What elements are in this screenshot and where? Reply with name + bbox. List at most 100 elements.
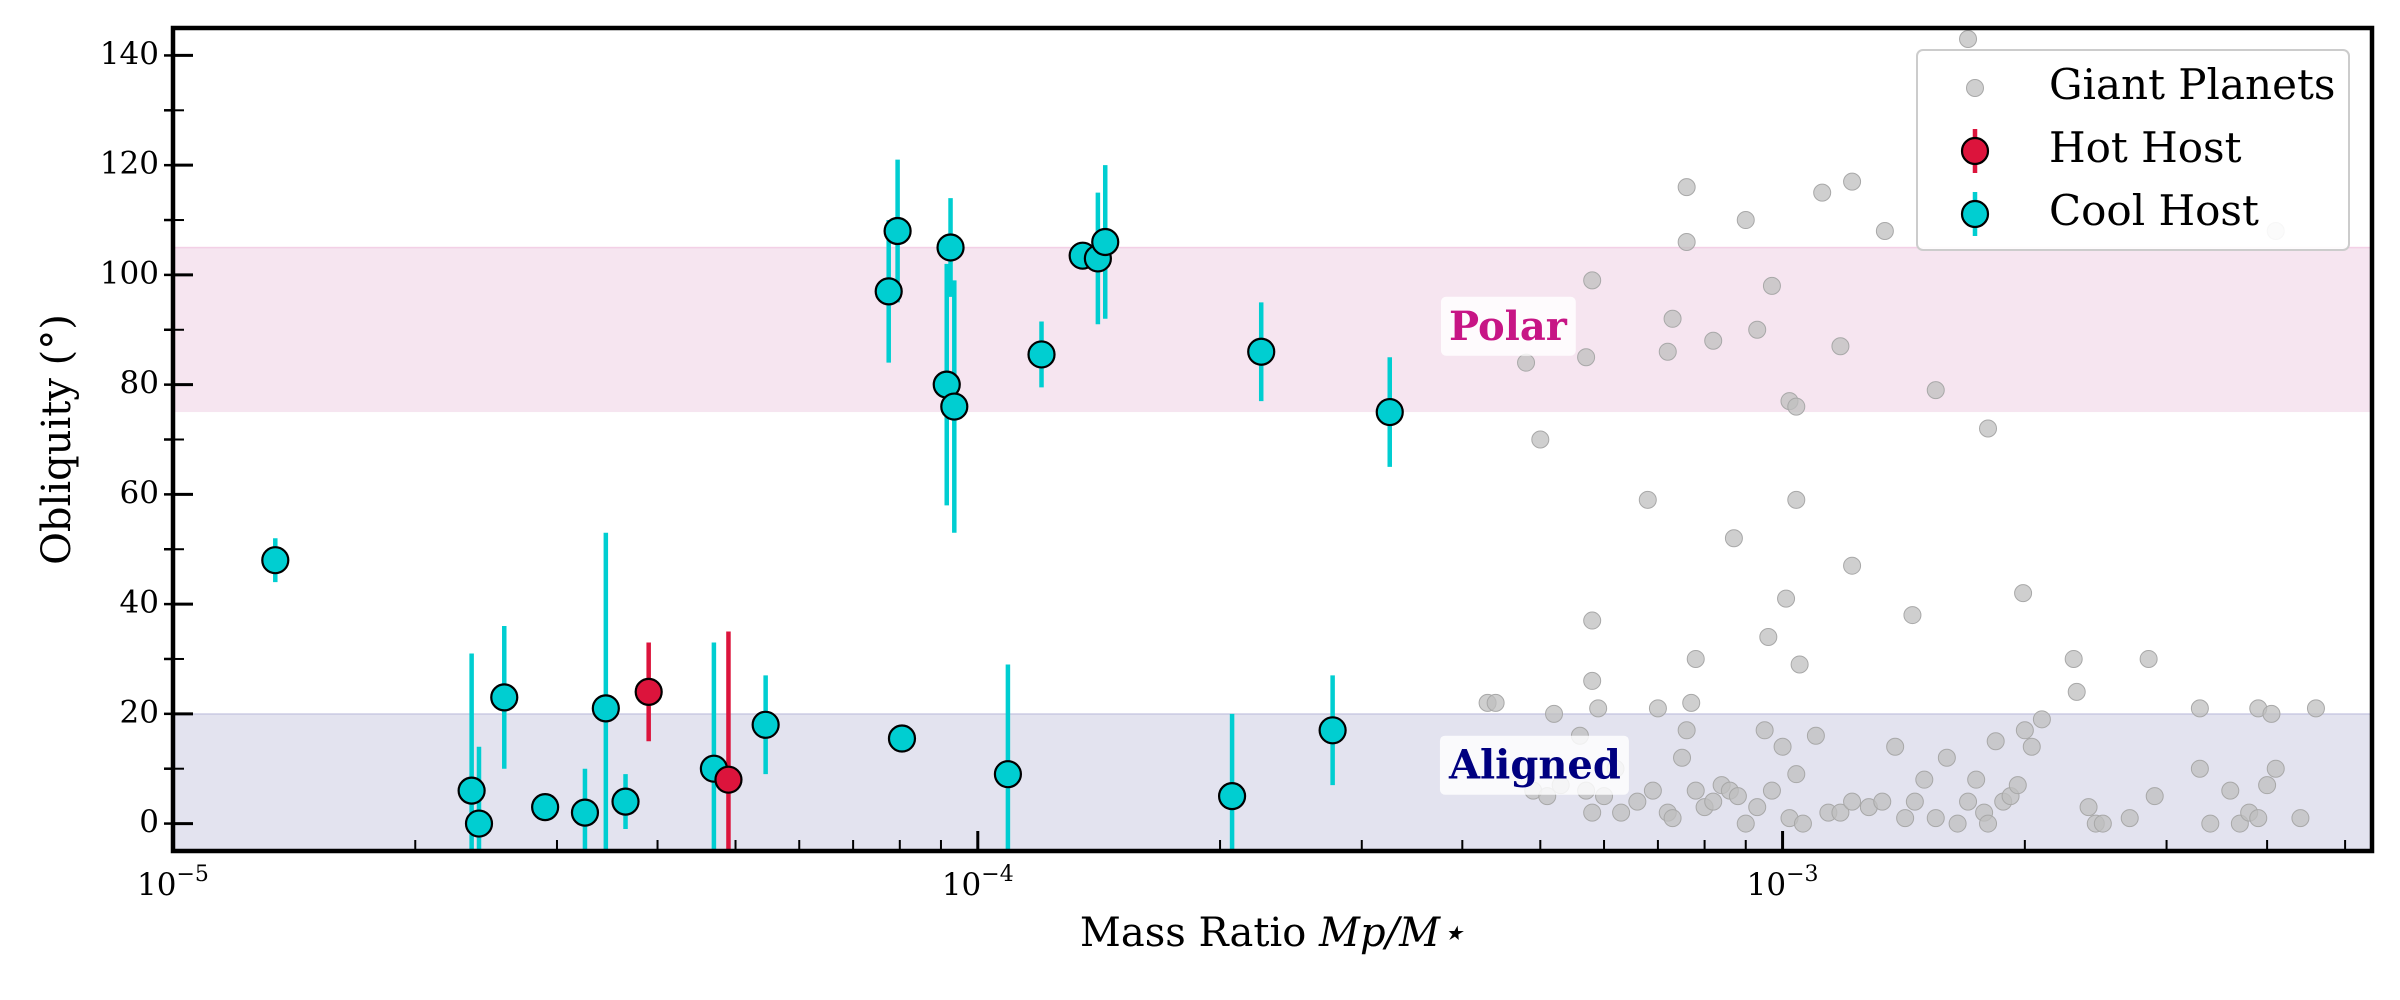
cool-host-point xyxy=(457,776,486,805)
giant-planet-point xyxy=(1843,556,1862,575)
giant-planet-point xyxy=(1773,737,1792,756)
x-axis-title: Mass Ratio Mp/M⋆ xyxy=(1080,910,1465,956)
giant-planet-point xyxy=(1787,490,1806,509)
giant-planet-point xyxy=(2022,737,2041,756)
y-tick-label: 60 xyxy=(120,475,159,511)
y-tick-label: 120 xyxy=(100,146,159,182)
cool-host-point xyxy=(751,710,780,739)
cool-host-point xyxy=(591,694,620,723)
hot-host-point xyxy=(714,765,743,794)
giant-planet-point xyxy=(1736,211,1755,230)
giant-planet-point xyxy=(1677,178,1696,197)
giant-planet-point xyxy=(1905,792,1924,811)
giant-planet-point xyxy=(1806,726,1825,745)
giant-planet-point xyxy=(1926,381,1945,400)
giant-planet-point xyxy=(2079,798,2098,817)
cool-host-point xyxy=(490,683,519,712)
cool-host-point xyxy=(1027,340,1056,369)
giant-planet-point xyxy=(1873,792,1892,811)
giant-planet-point xyxy=(1677,232,1696,251)
giant-planet-point xyxy=(1979,814,1998,833)
giant-planet-point xyxy=(1728,787,1747,806)
giant-planet-point xyxy=(1583,271,1602,290)
giant-planet-point xyxy=(1886,737,1905,756)
legend-label: Giant Planets xyxy=(2049,60,2335,109)
y-tick-label: 100 xyxy=(100,255,159,291)
band-label-aligned: Aligned xyxy=(1448,742,1621,789)
giant-planet-point xyxy=(2291,809,2310,828)
giant-planet-point xyxy=(1583,803,1602,822)
giant-planet-point xyxy=(1959,792,1978,811)
y-tick-label: 20 xyxy=(120,694,159,730)
giant-planet-point xyxy=(1813,183,1832,202)
giant-planet-point xyxy=(1577,348,1596,367)
giant-planet-point xyxy=(1986,732,2005,751)
giant-planet-point xyxy=(1531,430,1550,449)
giant-planet-point xyxy=(1875,222,1894,241)
cool-host-point xyxy=(464,809,494,838)
cool-host-point xyxy=(570,798,600,827)
giant-planet-point xyxy=(2067,682,2086,701)
giant-planet-point xyxy=(2262,704,2281,723)
giant-planet-point xyxy=(1762,276,1781,295)
giant-planet-point xyxy=(1777,589,1796,608)
x-tick-label: 10−5 xyxy=(137,862,209,903)
cool-host-point xyxy=(1217,782,1247,811)
giant-planet-point xyxy=(1643,781,1662,800)
giant-planet-point xyxy=(1937,748,1956,767)
cool-host-point xyxy=(883,216,912,246)
band-polar xyxy=(173,247,2372,413)
cool-host-point xyxy=(611,787,640,816)
giant-planet-point xyxy=(1755,721,1774,740)
giant-planet-point xyxy=(1638,490,1657,509)
giant-planet-point xyxy=(1748,798,1767,817)
giant-planet-point xyxy=(1903,606,1922,625)
giant-planet-point xyxy=(1926,809,1945,828)
giant-planet-point xyxy=(1545,704,1564,723)
legend-label: Cool Host xyxy=(2049,186,2259,235)
giant-planet-point xyxy=(2008,776,2027,795)
giant-planet-point xyxy=(2190,759,2209,778)
band-aligned xyxy=(173,713,2372,851)
giant-planet-point xyxy=(1673,748,1692,767)
giant-planet-point xyxy=(1736,814,1755,833)
cool-host-point xyxy=(874,277,903,306)
giant-planet-point xyxy=(2266,759,2285,778)
giant-planet-point xyxy=(1967,770,1986,789)
giant-planet-point xyxy=(1843,792,1862,811)
cool-host-point xyxy=(1318,716,1347,745)
cool-host-point xyxy=(531,793,560,822)
giant-planet-point xyxy=(2221,781,2240,800)
y-tick-label: 80 xyxy=(120,365,159,401)
giant-planet-point xyxy=(2014,584,2033,603)
giant-planet-point xyxy=(1517,353,1536,372)
giant-planet-point xyxy=(1583,611,1602,630)
giant-planet-point xyxy=(1628,792,1647,811)
legend-marker-cool xyxy=(1960,199,1990,229)
cool-host-point xyxy=(1247,337,1276,366)
cool-host-point xyxy=(261,546,290,575)
x-tick-label: 10−3 xyxy=(1747,862,1819,903)
giant-planet-point xyxy=(1896,809,1915,828)
giant-planet-point xyxy=(1677,721,1696,740)
giant-planet-point xyxy=(1831,803,1850,822)
giant-planet-point xyxy=(1759,628,1778,647)
giant-planet-point xyxy=(2249,809,2268,828)
y-tick-label: 140 xyxy=(100,36,159,72)
giant-planet-point xyxy=(1790,655,1809,674)
legend-marker-hot xyxy=(1960,136,1990,166)
giant-planet-point xyxy=(1748,320,1767,339)
giant-planet-point xyxy=(2145,787,2164,806)
giant-planet-point xyxy=(2015,721,2034,740)
giant-planet-point xyxy=(1682,693,1701,712)
giant-planet-point xyxy=(1663,309,1682,328)
giant-planet-point xyxy=(1648,699,1667,718)
cool-host-point xyxy=(993,760,1023,789)
giant-planet-point xyxy=(1787,765,1806,784)
giant-planet-point xyxy=(2064,649,2083,668)
giant-planet-point xyxy=(2093,814,2112,833)
x-tick-label: 10−4 xyxy=(942,862,1014,903)
giant-planet-point xyxy=(1486,693,1505,712)
giant-planet-point xyxy=(1843,172,1862,191)
